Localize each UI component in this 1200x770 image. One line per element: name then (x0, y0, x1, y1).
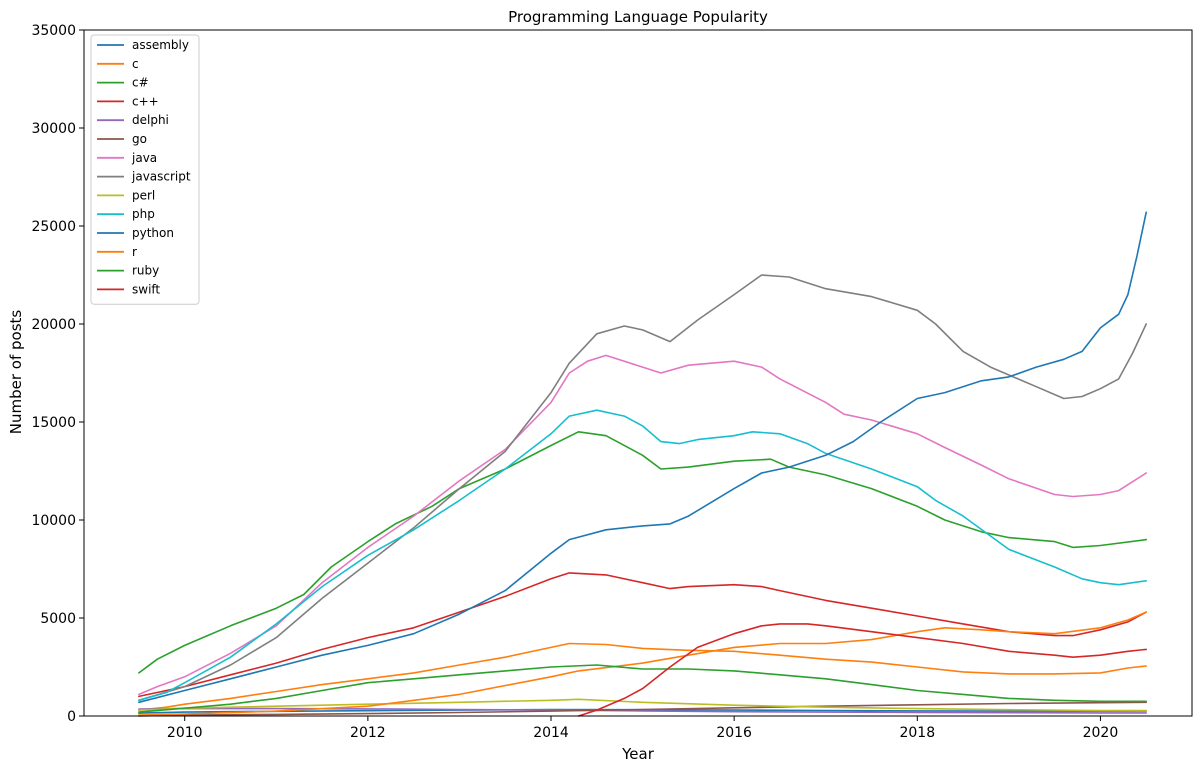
series-line-ruby-12 (138, 664, 1147, 713)
series-line-c-1 (138, 642, 1147, 711)
legend-label: javascript (131, 170, 191, 184)
chart-title: Programming Language Popularity (508, 8, 768, 26)
y-tick-label: 10000 (31, 513, 76, 529)
y-tick-label: 30000 (31, 121, 76, 137)
y-tick-label: 0 (67, 709, 76, 725)
legend-label: python (132, 226, 174, 240)
legend-label: perl (132, 188, 155, 202)
y-tick-label: 5000 (40, 611, 76, 627)
plot-area (83, 29, 1193, 717)
x-axis-label: Year (621, 745, 655, 763)
series-line-java-6 (138, 354, 1147, 696)
y-tick-label: 20000 (31, 317, 76, 333)
legend-label: java (131, 151, 157, 165)
legend-label: ruby (132, 264, 159, 278)
series-line-r-11 (138, 611, 1147, 716)
series-line-c--3 (138, 572, 1147, 698)
series-line-python-10 (138, 211, 1147, 704)
x-tick-label: 2020 (1083, 725, 1119, 741)
legend-label: c++ (132, 94, 159, 108)
y-axis: 0 5000 10000 15000 20000 25000 30000 35000 (31, 23, 84, 725)
series-line-swift-13 (577, 623, 1147, 717)
legend-label: swift (132, 282, 160, 296)
axes-frame (83, 29, 1193, 717)
legend-label: php (132, 207, 155, 221)
y-tick-label: 15000 (31, 415, 76, 431)
x-tick-label: 2010 (167, 725, 203, 741)
series-line-javascript-7 (138, 274, 1147, 702)
legend-label: c# (132, 76, 149, 90)
y-tick-label: 25000 (31, 219, 76, 235)
x-tick-label: 2012 (350, 725, 386, 741)
x-tick-label: 2016 (716, 725, 752, 741)
y-axis-label: Number of posts (7, 310, 25, 435)
x-tick-label: 2018 (899, 725, 935, 741)
x-axis: 2010 2012 2014 2016 2018 2020 (167, 716, 1118, 741)
series-line-go-5 (138, 701, 1147, 717)
legend-label: c (132, 57, 139, 71)
series-line-c--2 (138, 431, 1147, 674)
legend-label: r (132, 245, 137, 259)
legend-label: assembly (132, 38, 189, 52)
y-tick-label: 35000 (31, 23, 76, 39)
legend-label: delphi (132, 113, 169, 127)
legend: assembly c c# c++ delphi go java javascript perl… (90, 34, 200, 305)
series-line-php-9 (138, 409, 1147, 702)
legend-label: go (132, 132, 147, 146)
series-line-perl-8 (138, 698, 1147, 712)
x-tick-label: 2014 (533, 725, 569, 741)
series-line-delphi-4 (138, 707, 1147, 714)
